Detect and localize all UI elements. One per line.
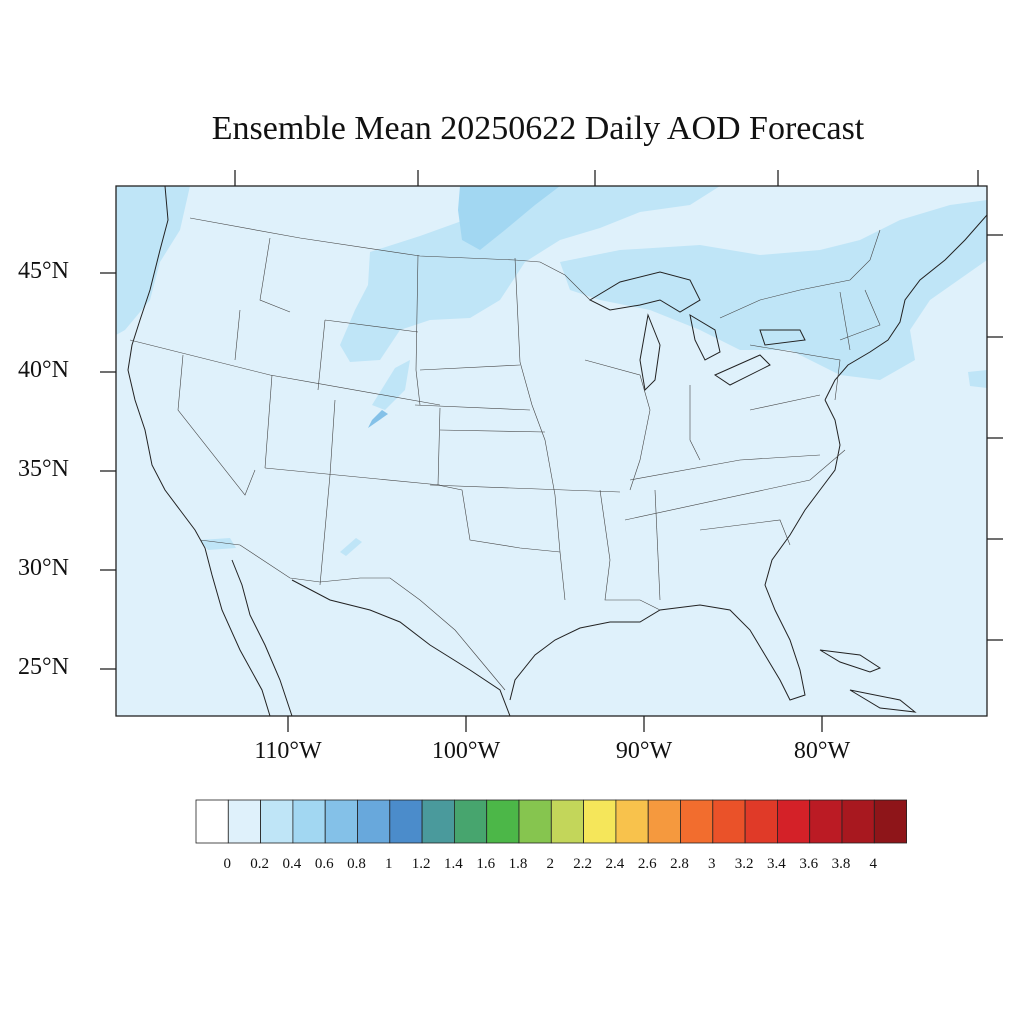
- lon-label-100w: 100°W: [431, 738, 501, 764]
- colorbar-swatch: [777, 799, 811, 844]
- colorbar-tick-label: 0.2: [250, 856, 269, 872]
- colorbar: [195, 799, 907, 844]
- colorbar-swatch: [195, 799, 229, 844]
- lon-label-110w: 110°W: [254, 738, 322, 764]
- lat-label-30n: 30°N: [18, 555, 69, 581]
- colorbar-tick-label: 0: [223, 856, 232, 872]
- colorbar-swatch: [389, 799, 423, 844]
- aod-streak-colorado: [368, 410, 388, 428]
- colorbar-tick-label: 1.4: [444, 856, 463, 872]
- map-title: Ensemble Mean 20250622 Daily AOD Forecas…: [211, 110, 865, 147]
- colorbar-tick-label: 2.8: [670, 856, 689, 872]
- aod-plume-northern-plains: [340, 186, 720, 362]
- colorbar-swatch: [744, 799, 778, 844]
- aod-plume-northeast: [560, 200, 987, 380]
- aod-streak-rockies: [372, 360, 410, 410]
- colorbar-swatch: [809, 799, 843, 844]
- colorbar-tick-label: 1.2: [411, 856, 431, 872]
- colorbar-swatch: [550, 799, 584, 844]
- lat-label-25n: 25°N: [18, 654, 69, 680]
- colorbar-tick-label: 1.8: [508, 856, 528, 872]
- colorbar-tick-label: 2.4: [605, 856, 625, 872]
- colorbar-tick-label: 0.4: [282, 856, 302, 872]
- colorbar-swatch: [680, 799, 714, 844]
- map-frame: [115, 185, 988, 717]
- aod-plumes: [116, 186, 987, 716]
- aod-plume-northwest: [116, 186, 190, 335]
- colorbar-tick-label: 3.4: [767, 856, 786, 872]
- colorbar-swatch: [873, 799, 907, 844]
- colorbar-swatch: [583, 799, 617, 844]
- colorbar-swatch: [421, 799, 455, 844]
- axis-ticks: [100, 170, 1003, 732]
- colorbar-tick-label: 0.8: [347, 856, 366, 872]
- colorbar-swatch: [260, 799, 294, 844]
- lon-label-90w: 90°W: [615, 738, 673, 764]
- colorbar-swatch: [712, 799, 746, 844]
- aod-plume-canada: [458, 186, 560, 250]
- colorbar-tick-label: 3.8: [831, 856, 851, 872]
- aod-patch-newmexico: [340, 538, 362, 556]
- colorbar-tick-label: 2: [546, 856, 555, 872]
- colorbar-tick-label: 2.2: [573, 856, 592, 872]
- colorbar-tick-label: 3.6: [799, 856, 819, 872]
- lat-label-40n: 40°N: [18, 357, 69, 383]
- colorbar-tick-label: 4: [869, 856, 878, 872]
- colorbar-swatch: [615, 799, 649, 844]
- colorbar-swatch: [227, 799, 262, 844]
- aod-patch-atlantic: [968, 370, 987, 388]
- colorbar-tick-label: 1.6: [476, 856, 496, 872]
- colorbar-swatch: [486, 799, 520, 844]
- lat-label-35n: 35°N: [18, 456, 69, 482]
- colorbar-swatch: [357, 799, 391, 844]
- colorbar-swatch: [324, 799, 358, 844]
- colorbar-swatch: [647, 799, 681, 844]
- colorbar-tick-label: 0.6: [314, 856, 334, 872]
- colorbar-swatch: [518, 799, 552, 844]
- colorbar-tick-label: 2.6: [637, 856, 657, 872]
- colorbar-swatch: [841, 799, 875, 844]
- political-boundaries: [129, 217, 881, 691]
- colorbar-swatch: [292, 799, 326, 844]
- lat-label-45n: 45°N: [18, 258, 69, 284]
- lon-label-80w: 80°W: [793, 738, 851, 764]
- colorbar-tick-label: 3.2: [734, 856, 754, 872]
- colorbar-tick-label: 3: [708, 856, 716, 872]
- colorbar-swatch: [453, 799, 488, 844]
- coastlines: [127, 186, 987, 716]
- colorbar-tick-label: 1: [385, 856, 393, 872]
